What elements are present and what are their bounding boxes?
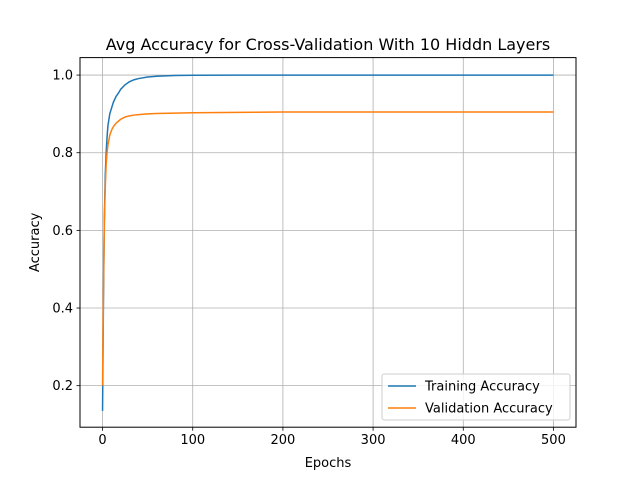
y-tick-label: 0.6 xyxy=(52,224,73,239)
x-tick-label: 200 xyxy=(270,433,295,448)
series-line-validation-accuracy xyxy=(101,111,554,386)
chart-title: Avg Accuracy for Cross-Validation With 1… xyxy=(106,35,551,54)
y-tick-label: 1.0 xyxy=(52,69,73,84)
y-tick-label: 0.4 xyxy=(52,302,73,317)
legend-label: Validation Accuracy xyxy=(425,402,553,417)
tick-layer: 0 100 200 300 400 500 0.2 0.4 0.6 0.8 1.0 xyxy=(52,69,566,449)
legend-label: Training Accuracy xyxy=(424,380,540,395)
x-tick-label: 0 xyxy=(98,433,106,448)
x-tick-label: 300 xyxy=(361,433,386,448)
series-line-training-accuracy xyxy=(101,74,554,411)
x-tick-label: 100 xyxy=(180,433,205,448)
legend: Training Accuracy Validation Accuracy xyxy=(381,373,571,421)
y-tick-label: 0.2 xyxy=(52,379,73,394)
plot-frame xyxy=(79,57,577,428)
x-tick-label: 400 xyxy=(451,433,476,448)
x-axis-label: Epochs xyxy=(305,456,352,471)
y-tick-label: 0.8 xyxy=(52,146,73,161)
y-axis-label: Accuracy xyxy=(28,212,43,272)
x-tick-label: 500 xyxy=(541,433,566,448)
series-layer xyxy=(101,74,554,411)
legend-box xyxy=(381,373,571,421)
